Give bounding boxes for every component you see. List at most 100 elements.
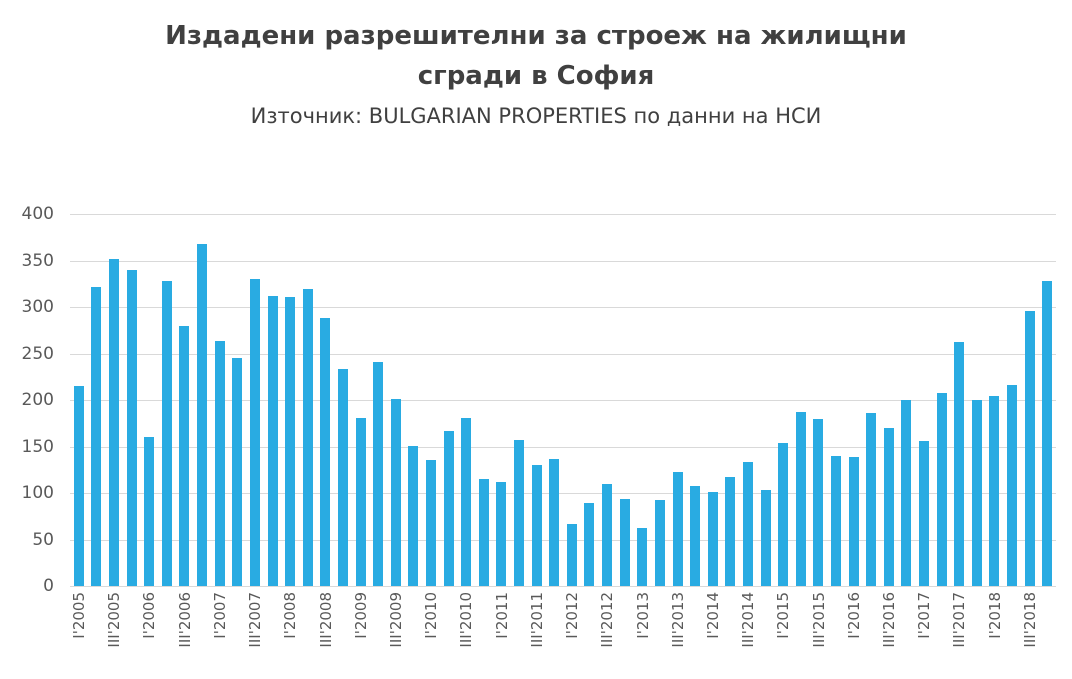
x-tick-label: I'2008 (281, 592, 300, 639)
bar-slot (1021, 214, 1039, 586)
bar (989, 396, 1000, 586)
x-tick-slot (264, 592, 281, 676)
bar-slot (545, 214, 563, 586)
plot-area (70, 214, 1056, 587)
x-tick-slot: III'2009 (387, 592, 405, 676)
x-tick-slot (158, 592, 175, 676)
x-tick-slot (405, 592, 422, 676)
x-tick-slot: III'2016 (880, 592, 898, 676)
x-tick-slot: III'2005 (105, 592, 123, 676)
bar (73, 386, 84, 586)
x-tick-label: III'2011 (527, 592, 546, 648)
bar (690, 485, 701, 586)
bar (232, 358, 243, 586)
bar-slot (704, 214, 722, 586)
bar-slot (774, 214, 792, 586)
x-tick-label: I'2007 (210, 592, 229, 639)
x-tick-slot (440, 592, 457, 676)
x-tick-slot (616, 592, 633, 676)
bar (425, 459, 436, 586)
x-tick-slot (687, 592, 704, 676)
x-tick-slot: III'2015 (810, 592, 828, 676)
bar (320, 318, 331, 586)
bar (883, 427, 894, 586)
bar-slot (405, 214, 423, 586)
x-tick-label: III'2008 (316, 592, 335, 648)
x-tick-slot (722, 592, 739, 676)
bar-slot (457, 214, 475, 586)
bar-slot (898, 214, 916, 586)
x-tick-slot: I'2006 (140, 592, 158, 676)
bar-slot (193, 214, 211, 586)
bar-slot (933, 214, 951, 586)
bar-slot (264, 214, 282, 586)
bar-slot (334, 214, 352, 586)
y-tick-label: 400 (21, 204, 54, 224)
x-tick-slot: III'2006 (176, 592, 194, 676)
x-tick-label: III'2014 (739, 592, 758, 648)
bar (179, 325, 190, 586)
x-tick-slot (933, 592, 950, 676)
bar-slot (493, 214, 511, 586)
bar-slot (246, 214, 264, 586)
bar (478, 479, 489, 586)
bar-slot (581, 214, 599, 586)
x-tick-slot (581, 592, 598, 676)
bar-slot (228, 214, 246, 586)
gridline (70, 400, 1056, 401)
bar (742, 462, 753, 586)
x-tick-slot (863, 592, 880, 676)
x-tick-slot: III'2007 (246, 592, 264, 676)
bar (267, 295, 278, 586)
bar (390, 399, 401, 586)
x-tick-slot: I'2008 (281, 592, 299, 676)
gridline (70, 446, 1056, 448)
x-tick-slot (123, 592, 140, 676)
x-tick-label: I'2018 (985, 592, 1004, 639)
y-tick-label: 350 (21, 250, 54, 271)
bar-slot (369, 214, 387, 586)
bar (707, 492, 718, 586)
x-tick-label: III'2015 (809, 592, 828, 648)
bar-slot (950, 214, 968, 586)
x-tick-slot (898, 592, 915, 676)
y-axis: 0 50 100 150 200 250 300 350 400 (0, 204, 54, 596)
bar (795, 412, 806, 586)
x-tick-slot: III'2014 (739, 592, 757, 676)
x-tick-slot: III'2012 (598, 592, 616, 676)
x-tick-label: III'2006 (175, 592, 194, 648)
bar (531, 465, 542, 586)
x-tick-slot: III'2017 (950, 592, 968, 676)
chart-title-line-1: Издадени разрешителни за строеж на жилищ… (165, 21, 907, 51)
x-tick-slot (511, 592, 528, 676)
x-tick-slot: I'2010 (422, 592, 440, 676)
x-tick-slot: III'2010 (457, 592, 475, 676)
x-tick-label: I'2017 (915, 592, 934, 639)
bar-slot (792, 214, 810, 586)
x-tick-label: III'2016 (880, 592, 899, 648)
bar (514, 440, 525, 586)
y-tick-label: 300 (21, 297, 54, 317)
bar-slot (651, 214, 669, 586)
y-tick-label: 0 (43, 576, 54, 596)
gridline (70, 214, 1056, 215)
bar-slot (299, 214, 317, 586)
x-axis: I'2005 III'2005 I'2006 III'2006 I'2007 III'20… (70, 592, 1056, 676)
bar (760, 490, 771, 586)
bar (602, 483, 613, 586)
bar-slot (140, 214, 158, 586)
bar-slot (510, 214, 528, 586)
x-tick-slot (229, 592, 246, 676)
x-tick-label: III'2010 (457, 592, 476, 648)
x-tick-label: III'2005 (105, 592, 124, 648)
x-tick-slot: I'2016 (845, 592, 863, 676)
bar-slot (968, 214, 986, 586)
bar (91, 286, 102, 586)
x-tick-slot (194, 592, 211, 676)
bar (566, 523, 577, 586)
bar (285, 296, 296, 586)
bar-slot (88, 214, 106, 586)
y-tick-label: 200 (21, 390, 54, 410)
bar (866, 413, 877, 586)
bar (161, 280, 172, 586)
